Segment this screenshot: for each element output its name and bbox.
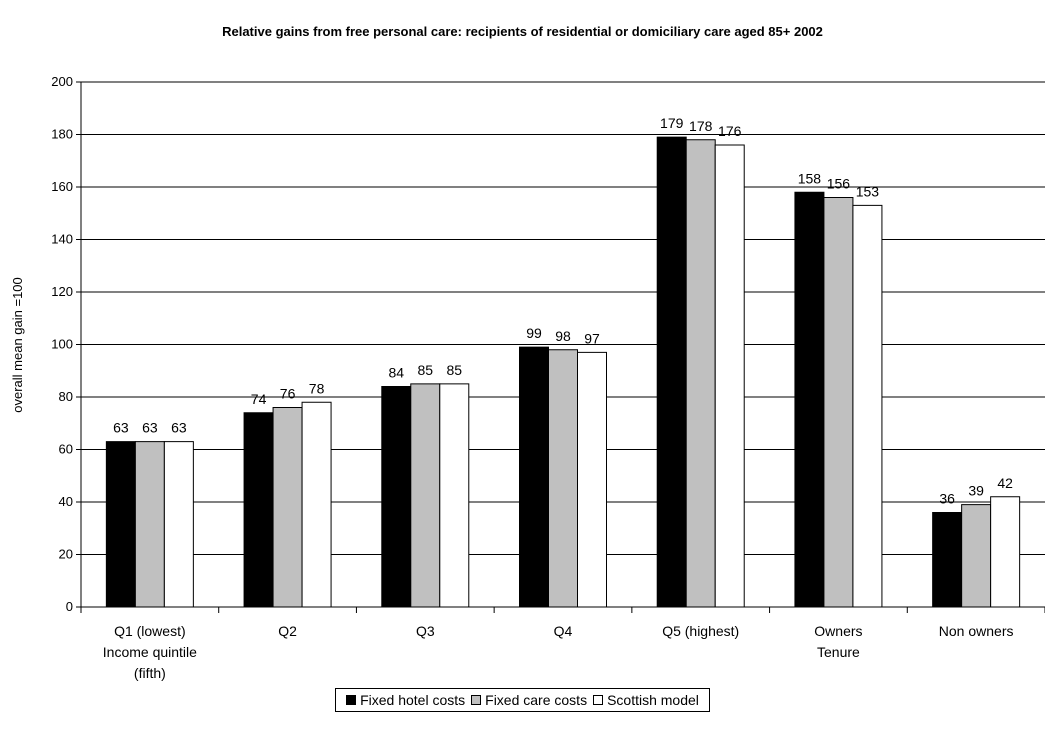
data-labels: 63 63 63 74 76 78 84 85 85 99 98 97 179 178 176 158 156 1… [113, 115, 1013, 506]
legend-label: Scottish model [607, 692, 699, 708]
bar [685, 139, 716, 608]
data-label: 176 [718, 123, 742, 139]
y-tick-label: 100 [51, 337, 73, 352]
y-tick-label: 0 [66, 599, 73, 614]
data-label: 63 [113, 420, 129, 436]
x-tick-label: Q5 (highest) [662, 623, 739, 639]
data-label: 78 [309, 380, 325, 396]
x-tick-label: Income quintile [103, 644, 197, 660]
data-label: 63 [171, 420, 187, 436]
x-tick-label: Q2 [278, 623, 297, 639]
y-tick-label: 120 [51, 284, 73, 299]
y-tick-label: 80 [59, 389, 73, 404]
x-tick-label: Non owners [939, 623, 1014, 639]
data-label: 84 [388, 365, 404, 381]
y-tick-label: 180 [51, 127, 73, 142]
data-label: 156 [827, 176, 851, 192]
data-label: 153 [856, 183, 880, 199]
bar [823, 197, 854, 608]
bar [548, 349, 578, 608]
data-label: 74 [251, 391, 267, 407]
y-tick-label: 160 [51, 179, 73, 194]
legend-item: Fixed hotel costs [346, 692, 465, 708]
legend-swatch [593, 695, 604, 705]
bar [439, 383, 470, 608]
bar [105, 441, 136, 608]
bar [932, 512, 963, 608]
legend-label: Fixed hotel costs [360, 692, 466, 708]
data-label: 63 [142, 420, 158, 436]
bar [852, 204, 883, 608]
x-tick-label: (fifth) [134, 665, 166, 681]
bar [961, 504, 992, 608]
chart-title: Relative gains from free personal care: … [222, 24, 823, 39]
bar [577, 351, 607, 608]
data-label: 85 [417, 362, 433, 378]
data-label: 36 [939, 491, 955, 507]
bar [381, 386, 412, 608]
bar [794, 191, 825, 608]
legend: Fixed hotel costs Fixed care costs Scottis… [335, 688, 710, 712]
legend-item: Scottish model [593, 692, 699, 708]
bar [163, 441, 194, 608]
bar [410, 383, 441, 608]
legend-item: Fixed care costs [471, 692, 587, 708]
bar [714, 144, 745, 608]
data-label: 76 [280, 386, 296, 402]
bar [301, 401, 332, 608]
bar [990, 496, 1021, 608]
bar [272, 407, 303, 608]
bar [134, 441, 165, 608]
y-tick-label: 40 [59, 494, 73, 509]
legend-label: Fixed care costs [485, 692, 588, 708]
x-tick-label: Q1 (lowest) [114, 623, 186, 639]
bar [243, 412, 274, 608]
x-tick-label: Owners [814, 623, 862, 639]
data-label: 178 [689, 118, 713, 134]
y-axis-label: overall mean gain =100 [10, 277, 25, 413]
data-label: 39 [968, 483, 984, 499]
x-tick-label: Tenure [817, 644, 860, 660]
bar [656, 136, 687, 608]
x-tick-label: Q4 [554, 623, 573, 639]
data-label: 99 [526, 325, 542, 341]
y-tick-label: 20 [59, 547, 73, 562]
data-label: 179 [660, 115, 684, 131]
bar [519, 346, 549, 608]
y-tick-label: 140 [51, 232, 73, 247]
legend-swatch [471, 695, 482, 705]
legend-swatch [346, 695, 357, 705]
y-axis: 0 20 40 60 80 100 120 140 160 180 200 [51, 74, 82, 614]
data-label: 97 [584, 330, 600, 346]
data-label: 158 [798, 170, 822, 186]
data-label: 98 [555, 328, 571, 344]
data-label: 42 [997, 475, 1013, 491]
bars [105, 136, 1021, 608]
data-label: 85 [446, 362, 462, 378]
y-tick-label: 200 [51, 74, 73, 89]
x-axis: Q1 (lowest) Income quintile (fifth) Q2 Q3 Q4 Q… [80, 606, 1045, 681]
x-tick-label: Q3 [416, 623, 435, 639]
y-tick-label: 60 [59, 442, 73, 457]
